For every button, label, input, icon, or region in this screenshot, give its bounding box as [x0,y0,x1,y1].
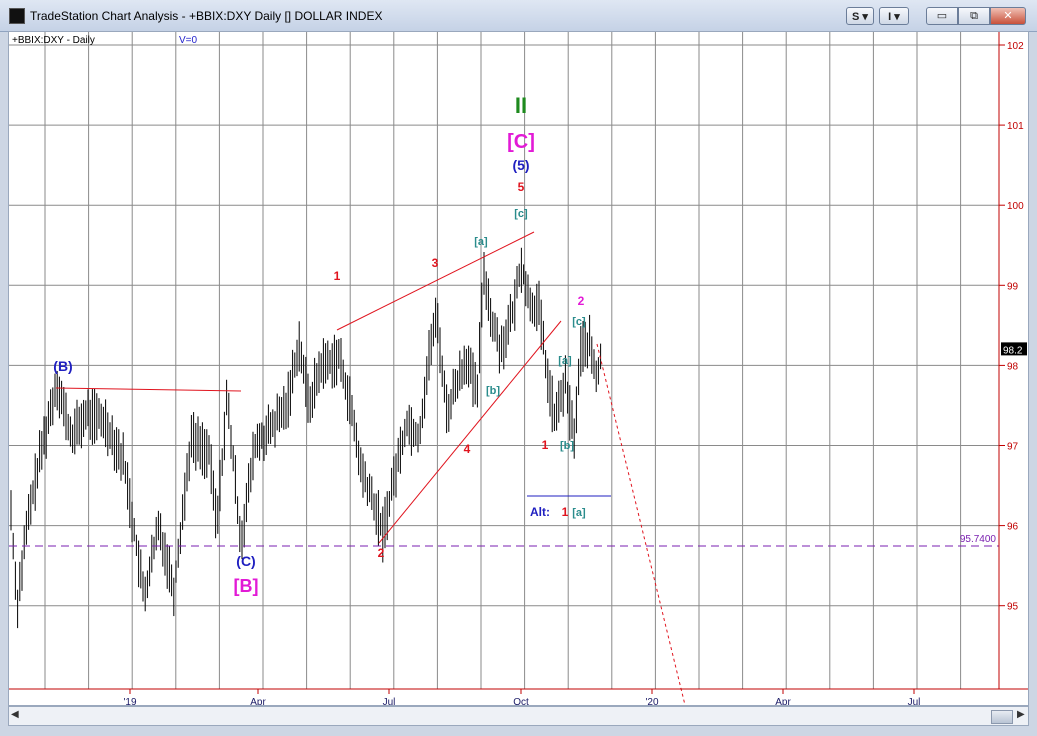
y-tick-label: 100 [1007,201,1024,212]
volume-label: V=0 [179,35,198,46]
window-title: TradeStation Chart Analysis - +BBIX:DXY … [30,9,383,23]
wave-labels: +BBIX:DXY - Daily V=0 95.7400 98.2 II [C] (5) 5… [12,35,1027,596]
wave-2-low-label: 2 [378,546,385,560]
title-bar: TradeStation Chart Analysis - +BBIX:DXY … [0,0,1037,32]
b-wave-resistance-line [55,387,242,392]
wave-c-top-label: [c] [514,208,528,220]
x-tick-label: Oct [513,697,529,705]
wave-C-paren-label: (C) [236,553,255,569]
wave-a-right-label: [a] [558,355,572,367]
wave-C-bracket-label: [C] [507,131,535,153]
y-tick-label: 95 [1007,602,1019,613]
wedge-upper-line [336,231,535,331]
scroll-left-icon[interactable]: ◀ [11,709,19,720]
support-level-label: 95.7400 [960,534,997,545]
wave-1-left-label: 1 [334,269,341,283]
alt-1-label: 1 [562,505,569,519]
wave-b-right-label: [b] [560,440,574,452]
wave-B-paren-label: (B) [53,358,72,374]
chart-panel[interactable]: +BBIX:DXY - Daily V=0 95.7400 98.2 II [C] (5) 5… [8,31,1029,708]
y-tick-label: 99 [1007,281,1019,292]
wedge-lower-line [378,320,562,544]
price-bars [10,247,602,629]
scroll-thumb[interactable] [991,710,1013,724]
last-price-label: 98.2 [1003,345,1023,356]
wave-c-right-label: [c] [572,316,586,328]
trend-lines [9,231,999,706]
s-menu-button[interactable]: S ▾ [846,7,874,25]
y-tick-label: 96 [1007,522,1019,533]
wave-4-label: 4 [464,442,471,456]
minimize-button[interactable]: ▭ [926,7,958,25]
chart-axes: 102 101 100 99 98 97 96 95 '19 Apr Jul Oct '20 Apr Jul [9,32,1028,708]
wave-5-paren-label: (5) [512,157,529,173]
i-menu-button[interactable]: I ▾ [879,7,909,25]
wave-II-label: II [515,93,527,118]
bottom-strip [0,726,1037,736]
wave-b-left-label: [b] [486,385,500,397]
alt-label: Alt: [530,505,550,519]
alt-a-label: [a] [572,507,586,519]
close-button[interactable]: ✕ [990,7,1026,25]
x-tick-label: Jul [383,697,396,705]
wave-1-right-label: 1 [542,438,549,452]
horizontal-scrollbar[interactable]: ◀ ▶ [8,706,1029,726]
x-tick-label: '20 [645,697,658,705]
y-tick-label: 102 [1007,41,1024,52]
x-tick-label: Jul [908,697,921,705]
y-tick-label: 101 [1007,121,1024,132]
x-tick-label: Apr [775,697,791,705]
wave-a-label: [a] [474,236,488,248]
x-tick-label: Apr [250,697,266,705]
maximize-button[interactable]: ⧉ [958,7,990,25]
projection-line [596,343,686,706]
app-icon [9,8,25,24]
y-tick-label: 97 [1007,442,1019,453]
price-chart[interactable]: +BBIX:DXY - Daily V=0 95.7400 98.2 II [C] (5) 5… [9,32,1028,708]
scroll-right-icon[interactable]: ▶ [1017,709,1025,720]
symbol-label: +BBIX:DXY - Daily [12,35,95,46]
x-tick-label: '19 [123,697,136,705]
wave-2-magenta-label: 2 [578,294,585,308]
chart-grid [9,32,999,689]
wave-B-bracket-label: [B] [234,576,259,596]
y-tick-label: 98 [1007,361,1019,372]
last-price-box [1001,342,1027,356]
wave-3-label: 3 [432,256,439,270]
wave-5-label: 5 [518,180,525,194]
